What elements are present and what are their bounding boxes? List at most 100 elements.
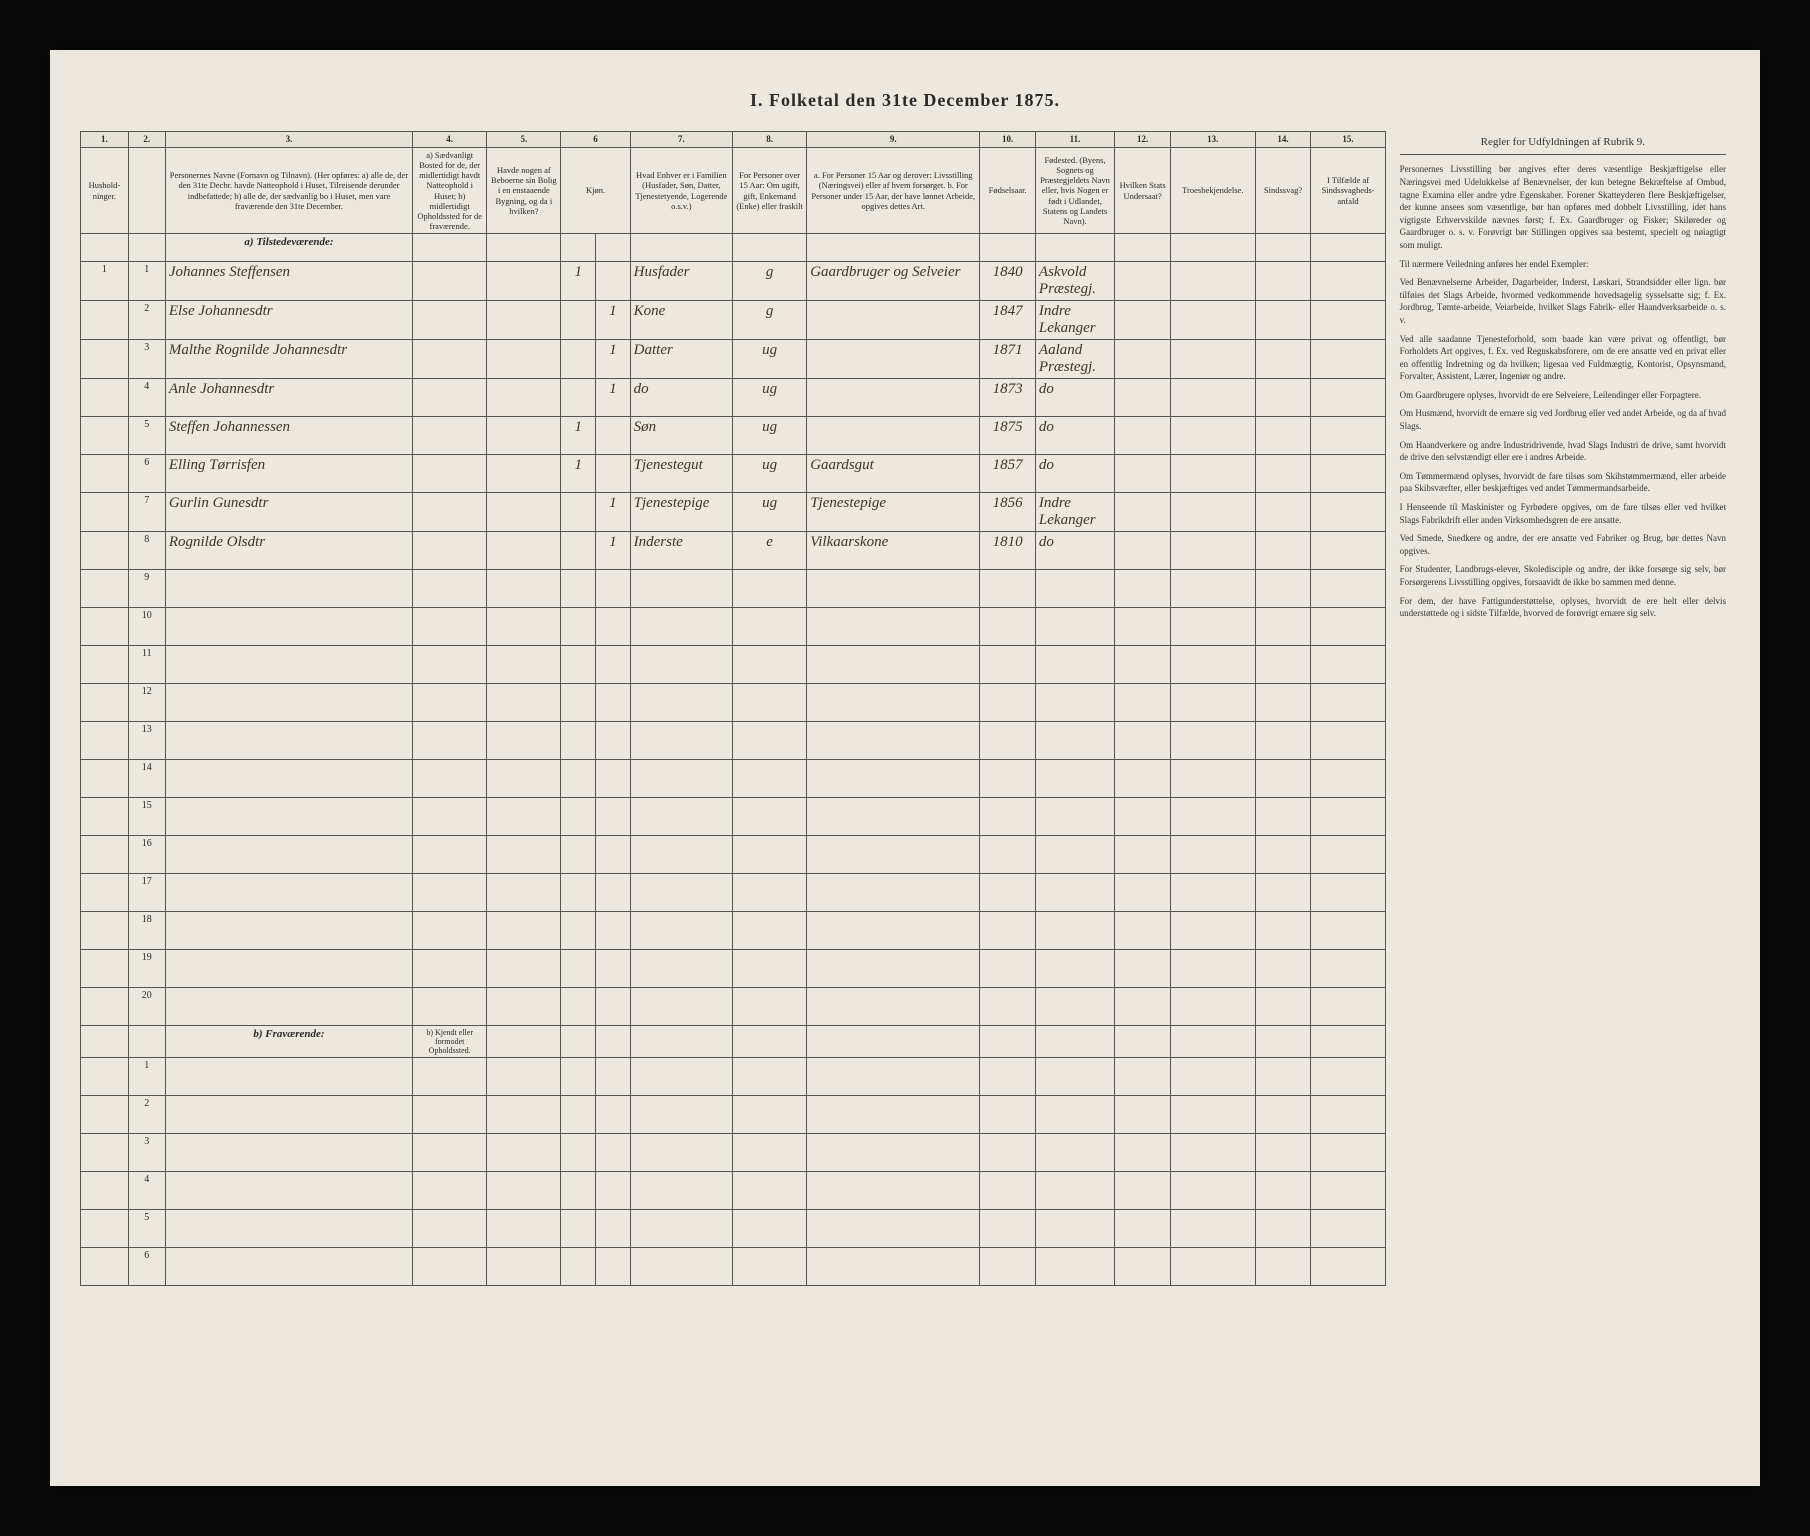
c4 <box>413 455 487 493</box>
sex-m <box>561 301 596 340</box>
c14 <box>1255 301 1311 340</box>
coln-6: 6 <box>561 132 630 148</box>
row-num: 20 <box>128 988 165 1026</box>
row-num: 11 <box>128 646 165 684</box>
c4 <box>413 340 487 379</box>
coln-4: 4. <box>413 132 487 148</box>
occupation <box>807 379 980 417</box>
table-row-empty: 17 <box>81 874 1386 912</box>
occupation <box>807 301 980 340</box>
table-row-empty: 18 <box>81 912 1386 950</box>
occupation: Vilkaarskone <box>807 532 980 570</box>
row-num: 3 <box>128 340 165 379</box>
sex-m: 1 <box>561 455 596 493</box>
c5 <box>487 340 561 379</box>
c13 <box>1171 301 1255 340</box>
family-pos: Datter <box>630 340 732 379</box>
sex-f <box>596 455 631 493</box>
coln-1: 1. <box>81 132 129 148</box>
person-name: Elling Tørrisfen <box>165 455 412 493</box>
c4 <box>413 417 487 455</box>
row-num: 5 <box>128 1210 165 1248</box>
table-row-empty: 19 <box>81 950 1386 988</box>
c14 <box>1255 379 1311 417</box>
c13 <box>1171 417 1255 455</box>
h14: Sindssvag? <box>1255 147 1311 234</box>
rules-paragraph: Om Haandverkere og andre Industridrivend… <box>1400 439 1726 464</box>
c15 <box>1311 493 1385 532</box>
birth-year: 1875 <box>980 417 1036 455</box>
marital: g <box>733 301 807 340</box>
c4 <box>413 379 487 417</box>
rows-present: a) Tilstedeværende: 11Johannes Steffense… <box>81 234 1386 1026</box>
coln-5: 5. <box>487 132 561 148</box>
row-num: 4 <box>128 1172 165 1210</box>
section-b-note: b) Kjendt eller formodet Opholdssted. <box>413 1026 487 1058</box>
c12 <box>1115 493 1171 532</box>
c5 <box>487 493 561 532</box>
sex-m <box>561 493 596 532</box>
sex-f: 1 <box>596 532 631 570</box>
family-pos: do <box>630 379 732 417</box>
c13 <box>1171 493 1255 532</box>
table-row-empty: 9 <box>81 570 1386 608</box>
sex-m <box>561 340 596 379</box>
family-pos: Søn <box>630 417 732 455</box>
c14 <box>1255 340 1311 379</box>
table-row-empty: 13 <box>81 722 1386 760</box>
person-name: Steffen Johannessen <box>165 417 412 455</box>
column-number-row: 1. 2. 3. 4. 5. 6 7. 8. 9. 10. 11. 12. 13… <box>81 132 1386 148</box>
row-num: 6 <box>128 455 165 493</box>
marital: ug <box>733 493 807 532</box>
table-area: 1. 2. 3. 4. 5. 6 7. 8. 9. 10. 11. 12. 13… <box>80 131 1386 1447</box>
c13 <box>1171 532 1255 570</box>
h15: I Tilfælde af Sindssvagheds-anfald <box>1311 147 1385 234</box>
row-num: 7 <box>128 493 165 532</box>
table-row-absent: 5 <box>81 1210 1386 1248</box>
c5 <box>487 301 561 340</box>
table-row-empty: 20 <box>81 988 1386 1026</box>
h10: Fødselsaar. <box>980 147 1036 234</box>
rules-paragraph: I Henseende til Maskinister og Fyrbødere… <box>1400 501 1726 526</box>
family-pos: Kone <box>630 301 732 340</box>
hh-num <box>81 455 129 493</box>
rules-paragraph: Om Tømmermænd oplyses, hvorvidt de fare … <box>1400 470 1726 495</box>
rules-paragraph: Ved Smede, Snedkere og andre, der ere an… <box>1400 532 1726 557</box>
table-row-absent: 1 <box>81 1058 1386 1096</box>
person-name: Anle Johannesdtr <box>165 379 412 417</box>
c12 <box>1115 417 1171 455</box>
birth-year: 1856 <box>980 493 1036 532</box>
marital: ug <box>733 417 807 455</box>
table-row: 11Johannes Steffensen1HusfadergGaardbrug… <box>81 262 1386 301</box>
c14 <box>1255 493 1311 532</box>
c13 <box>1171 379 1255 417</box>
rules-paragraph: Ved alle saadanne Tjenesteforhold, som b… <box>1400 333 1726 383</box>
hh-num <box>81 301 129 340</box>
person-name: Rognilde Olsdtr <box>165 532 412 570</box>
table-row: 5Steffen Johannessen1Sønug1875do <box>81 417 1386 455</box>
birth-year: 1810 <box>980 532 1036 570</box>
table-row-empty: 10 <box>81 608 1386 646</box>
c12 <box>1115 301 1171 340</box>
c13 <box>1171 262 1255 301</box>
content-wrap: 1. 2. 3. 4. 5. 6 7. 8. 9. 10. 11. 12. 13… <box>80 131 1730 1447</box>
rules-paragraph: For Studenter, Landbrugs-elever, Skoledi… <box>1400 563 1726 588</box>
c4 <box>413 262 487 301</box>
row-num: 10 <box>128 608 165 646</box>
coln-3: 3. <box>165 132 412 148</box>
h7: Hvad Enhver er i Familien (Husfader, Søn… <box>630 147 732 234</box>
table-row: 3Malthe Rognilde Johannesdtr1Datterug187… <box>81 340 1386 379</box>
rules-sidebar: Regler for Udfyldningen af Rubrik 9. Per… <box>1396 131 1730 1447</box>
c13 <box>1171 340 1255 379</box>
birth-place: Askvold Præstegj. <box>1035 262 1114 301</box>
occupation <box>807 417 980 455</box>
rules-paragraph: Om Husmænd, hvorvidt de ernære sig ved J… <box>1400 407 1726 432</box>
table-row-absent: 3 <box>81 1134 1386 1172</box>
census-page: I. Folketal den 31te December 1875. 1. 2… <box>50 50 1760 1486</box>
table-row-absent: 6 <box>81 1248 1386 1286</box>
table-row: 8Rognilde Olsdtr1IndersteeVilkaarskone18… <box>81 532 1386 570</box>
birth-place: do <box>1035 455 1114 493</box>
header-row: Hushold- ninger. Personernes Navne (Forn… <box>81 147 1386 234</box>
table-row-empty: 15 <box>81 798 1386 836</box>
table-head: 1. 2. 3. 4. 5. 6 7. 8. 9. 10. 11. 12. 13… <box>81 132 1386 234</box>
